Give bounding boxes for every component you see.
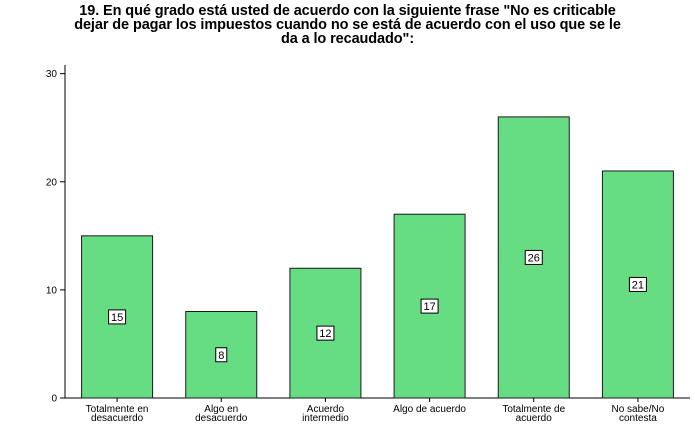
y-tick-label: 0 — [51, 394, 57, 405]
data-label-box — [316, 325, 335, 341]
x-tick-label: intermedio — [302, 413, 349, 424]
x-tick-label: contesta — [619, 413, 657, 424]
data-label: 21 — [632, 279, 644, 291]
x-tick-label: desacuerdo — [91, 413, 144, 424]
data-label-box — [628, 276, 647, 292]
x-tick-label: acuerdo — [516, 413, 553, 424]
x-tick-label: Acuerdo — [307, 404, 345, 415]
x-tick-label: Algo en — [204, 404, 238, 415]
y-tick-label: 10 — [46, 285, 58, 296]
data-labels-group: 15 8 12 17 26 21 — [108, 249, 647, 363]
x-tick-label: desacuerdo — [195, 413, 248, 424]
chart-title-line-3: da a lo recaudado": — [280, 31, 415, 47]
data-label: 12 — [319, 328, 331, 340]
data-label: 15 — [111, 312, 123, 324]
chart-title-line-1: 19. En qué grado está usted de acuerdo c… — [79, 3, 616, 19]
y-tick-label: 20 — [46, 177, 58, 188]
chart-title: 19. En qué grado está usted de acuerdo c… — [0, 3, 695, 47]
x-tick-label: Algo de acuerdo — [393, 404, 466, 415]
chart-title-line-2: dejar de pagar los impuestos cuando no s… — [74, 17, 621, 33]
data-label: 17 — [423, 301, 435, 313]
data-label-box — [524, 249, 543, 265]
data-label-box — [215, 347, 228, 363]
data-label: 26 — [528, 252, 540, 264]
data-label-box — [420, 298, 439, 314]
x-tick-label: Totalmente de — [502, 404, 565, 415]
data-label-box — [108, 309, 127, 325]
data-label: 8 — [218, 350, 224, 362]
chart-axes: 0 10 20 30 — [46, 65, 690, 405]
x-tick-label: Totalmente en — [86, 404, 149, 415]
x-tick-label: No sabe/No — [612, 404, 665, 415]
bars-group — [81, 116, 674, 399]
y-tick-label: 30 — [46, 69, 58, 80]
